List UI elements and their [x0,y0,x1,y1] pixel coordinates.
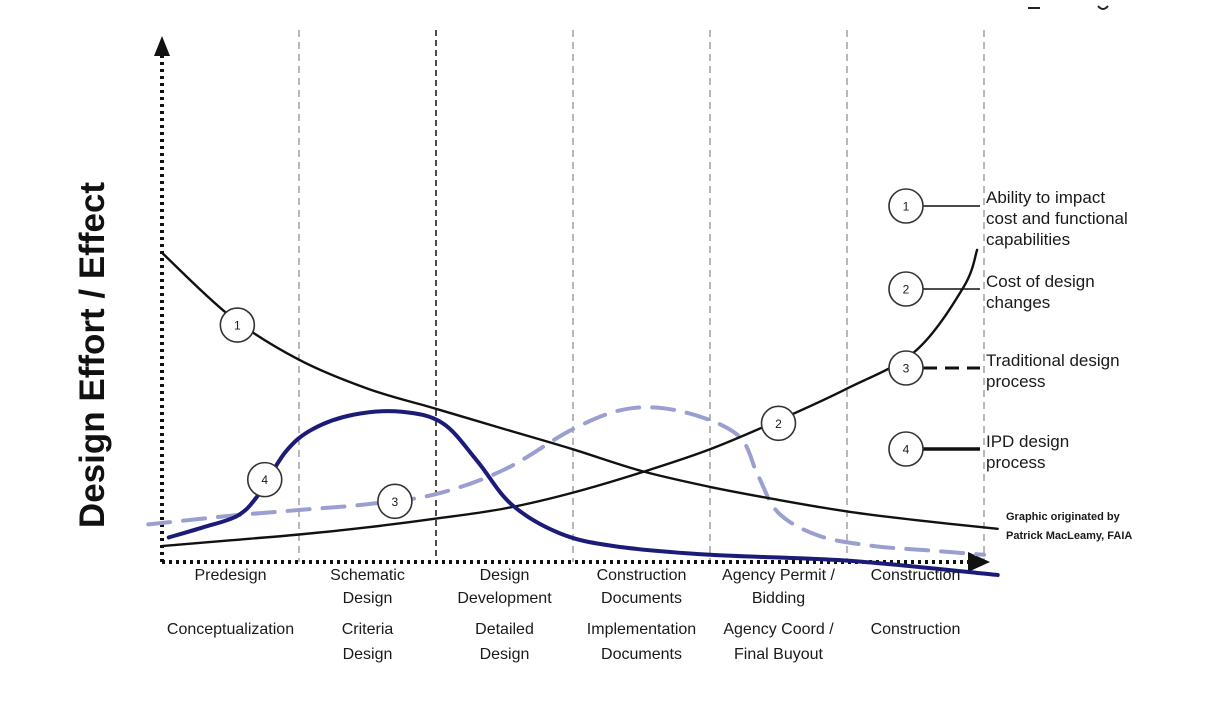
legend-item-4: 4 IPD design process [888,431,1069,472]
legend-label-line: Cost of design [986,272,1095,291]
phase-labels: Predesign Conceptualization Schematic Desig… [167,567,961,663]
top-artifact-arc [1097,5,1109,10]
curve-2 [160,248,979,548]
phase-label-2: Schematic Design Criteria Design [330,567,405,663]
marker-circle [219,307,256,343]
curve-4 [166,409,1000,577]
phase-label-5: Agency Permit / Bidding Agency Coord / Fina… [722,567,835,663]
phase-bottom-line: Implementation [587,621,696,638]
curve-marker-2: 2 [760,405,797,442]
phase-top-line: Development [457,590,552,607]
phase-top-line: Design [343,590,393,607]
curve-marker-4: 4 [246,461,283,498]
axes [154,36,990,572]
phase-top-line: Construction [871,567,961,584]
legend-label-line: Traditional design [986,351,1120,370]
legend-label-line: cost and functional [986,209,1128,228]
legend-number: 2 [903,283,910,297]
marker-number: 3 [392,495,399,509]
marker-circle [246,461,283,498]
phase-bottom-line: Documents [601,646,682,663]
legend: 1 Ability to impact cost and functional cap… [888,188,1128,472]
y-axis-arrowhead [154,36,170,56]
marker-circle [377,483,413,520]
legend-label-line: process [986,453,1046,472]
marker-number: 2 [775,417,782,431]
credit: Graphic originated by Patrick MacLeamy, … [1006,511,1132,542]
phase-top-line: Agency Permit / [722,567,835,584]
phase-label-4: Construction Documents Implementation Docum… [587,567,696,663]
phase-bottom-line: Design [343,646,393,663]
legend-label-line: changes [986,293,1050,312]
phase-top-line: Predesign [194,567,266,584]
phase-bottom-line: Final Buyout [734,646,823,663]
legend-label-line: capabilities [986,230,1070,249]
phase-dividers [298,30,985,562]
legend-circle [888,271,924,307]
curve-3 [146,405,986,557]
phase-label-6: Construction Construction [871,567,961,638]
phase-top-line: Construction [597,567,687,584]
curve-1 [160,251,999,530]
credit-line-2: Patrick MacLeamy, FAIA [1006,530,1132,542]
phase-bottom-line: Agency Coord / [723,621,834,638]
credit-line-1: Graphic originated by [1006,511,1121,523]
phase-top-line: Schematic [330,567,405,584]
curve-markers: 1 2 3 4 [219,307,797,520]
legend-item-1: 1 Ability to impact cost and functional cap… [888,188,1128,249]
phase-bottom-line: Construction [871,621,961,638]
legend-circle [888,431,924,467]
phase-bottom-line: Conceptualization [167,621,294,638]
curve-marker-1: 1 [219,307,256,343]
phase-top-line: Bidding [752,590,805,607]
legend-number: 4 [903,443,910,457]
phase-bottom-line: Criteria [342,621,394,638]
phase-bottom-line: Design [480,646,530,663]
phase-top-line: Documents [601,590,682,607]
x-axis-arrowhead [968,552,990,572]
legend-label-line: process [986,372,1046,391]
legend-item-2: 2 Cost of design changes [888,271,1095,312]
curve-marker-3: 3 [377,483,413,520]
marker-circle [760,405,797,442]
legend-item-3: 3 Traditional design process [888,350,1120,391]
legend-label-line: Ability to impact [986,188,1105,207]
legend-label-line: IPD design [986,432,1069,451]
phase-bottom-line: Detailed [475,621,534,638]
legend-circle [888,350,924,386]
legend-circle [888,188,924,224]
phase-label-1: Predesign Conceptualization [167,567,294,638]
legend-number: 1 [903,200,910,214]
phase-label-3: Design Development Detailed Design [457,567,552,663]
legend-number: 3 [903,362,910,376]
marker-number: 1 [234,319,241,333]
marker-number: 4 [261,473,268,487]
phase-top-line: Design [480,567,530,584]
y-axis-label: Design Effort / Effect [73,182,112,528]
